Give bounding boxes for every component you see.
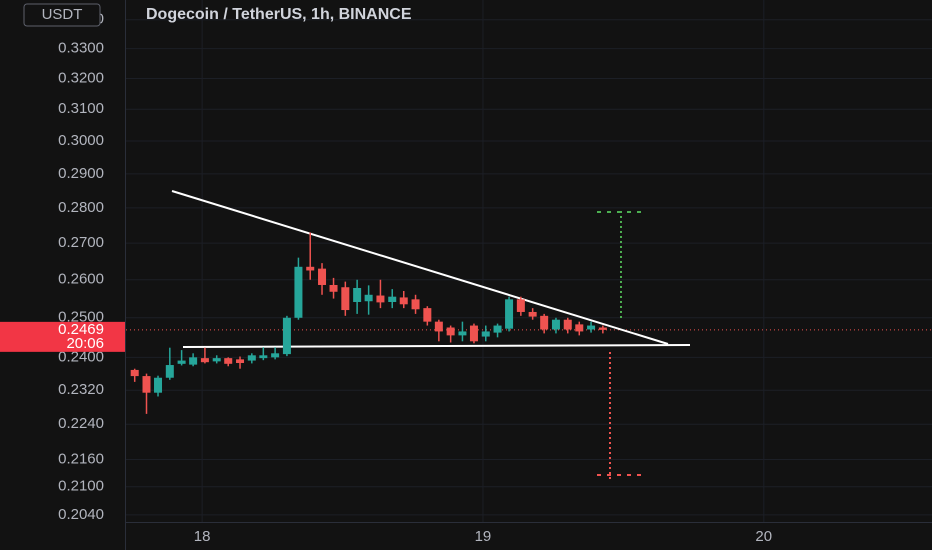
candle-body — [540, 315, 549, 330]
x-tick-label: 19 — [475, 528, 492, 545]
y-tick-label: 0.2100 — [58, 478, 104, 495]
candle-body — [306, 266, 315, 271]
candle-body — [411, 299, 420, 310]
candle-body — [458, 331, 467, 336]
candle-body — [271, 353, 280, 358]
candle-body — [294, 266, 303, 318]
candle-body — [236, 359, 245, 364]
candle-body — [587, 325, 596, 330]
currency: USDT — [42, 6, 83, 23]
candle-body — [142, 376, 151, 393]
candle-body — [434, 321, 443, 332]
candle-body — [399, 297, 408, 305]
candles — [130, 232, 607, 414]
y-tick-label: 0.2320 — [58, 381, 104, 398]
candle-body — [130, 369, 139, 377]
candle-body — [165, 365, 174, 378]
y-tick-label: 0.2400 — [58, 348, 104, 365]
y-tick-label: 0.3100 — [58, 100, 104, 117]
countdown-label: 20:06 — [66, 335, 104, 352]
candle-body — [353, 287, 362, 303]
candle-body — [329, 284, 338, 292]
y-tick-label: 0.2240 — [58, 415, 104, 432]
candle-body — [247, 355, 256, 361]
candle-body — [469, 325, 478, 342]
candle-body — [177, 360, 186, 364]
candle-body — [341, 287, 350, 311]
candle-body — [563, 319, 572, 330]
y-tick-label: 0.2040 — [58, 506, 104, 523]
candle-body — [388, 296, 397, 303]
candle-body — [481, 331, 490, 337]
candle-body — [598, 327, 607, 330]
y-tick-label: 0.3200 — [58, 69, 104, 86]
candle-body — [505, 299, 514, 329]
candle-body — [189, 357, 198, 365]
candle-body — [446, 327, 455, 336]
y-tick-label: 0.2500 — [58, 309, 104, 326]
candle-body — [423, 308, 432, 322]
candle-body — [259, 355, 268, 359]
drawings — [171, 190, 691, 480]
y-tick-label: 0.3000 — [58, 132, 104, 149]
y-tick-label: 0.2600 — [58, 271, 104, 288]
candle-body — [200, 358, 209, 363]
y-tick-label: 0.2160 — [58, 450, 104, 467]
candle-body — [376, 295, 385, 303]
x-tick-label: 18 — [194, 528, 211, 545]
y-tick-label: 0.3300 — [58, 40, 104, 57]
candle-body — [493, 325, 502, 333]
candle-body — [364, 294, 373, 302]
last-price-label: 0.2469 — [58, 321, 104, 338]
candle-body — [551, 319, 560, 330]
candle-body — [224, 358, 233, 364]
currency-box — [23, 3, 101, 27]
candle-body — [516, 299, 525, 312]
y-tick-label: 0.2700 — [58, 234, 104, 251]
trendline — [182, 344, 691, 348]
candle-body — [575, 324, 584, 332]
candle-body — [528, 311, 537, 317]
candle-body — [212, 358, 221, 362]
x-tick-label: 20 — [755, 528, 772, 545]
y-tick-label: 0.2800 — [58, 199, 104, 216]
last-price-box — [0, 321, 125, 352]
chart-title: Dogecoin / TetherUS, 1h, BINANCE — [146, 6, 412, 23]
candle-body — [154, 377, 163, 393]
time-axis — [126, 522, 932, 550]
candle-body — [318, 268, 327, 285]
candle-body — [282, 317, 291, 355]
price-axis — [0, 0, 125, 550]
trendline — [171, 190, 669, 345]
y-tick-label: 0.2900 — [58, 165, 104, 182]
